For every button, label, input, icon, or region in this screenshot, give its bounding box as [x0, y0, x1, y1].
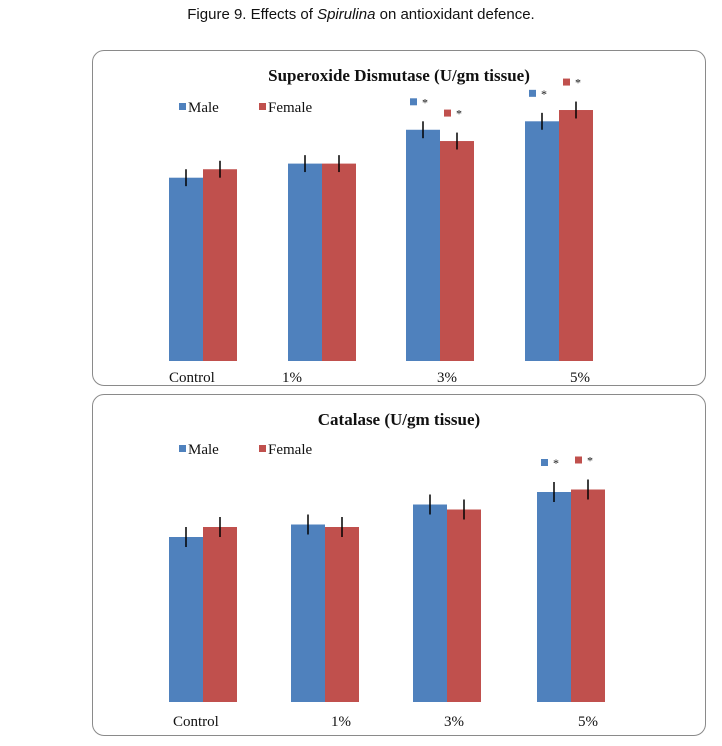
legend-label-male: Male — [188, 100, 219, 116]
legend-swatch-male — [179, 103, 186, 110]
bar-female-2 — [440, 141, 474, 361]
significance-square-female-2 — [444, 109, 451, 117]
category-label-2: 3% — [444, 714, 464, 730]
bar-female-0 — [203, 169, 237, 361]
figure-label: Figure 9. — [187, 6, 247, 23]
significance-asterisk-female-3: * — [575, 76, 581, 90]
category-label-3: 5% — [570, 370, 590, 385]
significance-asterisk-female-3: * — [587, 454, 593, 468]
category-label-0: Control — [173, 714, 219, 730]
legend-label-female: Female — [268, 100, 312, 116]
bar-male-3 — [537, 492, 571, 702]
category-label-3: 5% — [578, 714, 598, 730]
figure-caption: Figure 9. Effects of Spirulina on antiox… — [0, 6, 722, 23]
category-label-2: 3% — [437, 370, 457, 385]
caption-text-before: Effects of — [246, 6, 318, 23]
significance-asterisk-female-2: * — [456, 107, 462, 121]
legend-swatch-male — [179, 445, 186, 452]
chart-title: Superoxide Dismutase (U/gm tissue) — [268, 66, 530, 85]
bar-female-1 — [325, 527, 359, 702]
category-label-1: 1% — [331, 714, 351, 730]
sod-chart: Superoxide Dismutase (U/gm tissue) Male Fe… — [169, 66, 593, 386]
significance-asterisk-male-2: * — [422, 95, 428, 109]
significance-square-female-3 — [575, 456, 582, 464]
catalase-chart: Catalase (U/gm tissue) Male Female * * Contro… — [169, 410, 605, 730]
legend-swatch-female — [259, 445, 266, 452]
bar-female-1 — [322, 163, 356, 361]
bar-male-0 — [169, 177, 203, 361]
caption-text-after: on antioxidant defence. — [375, 6, 535, 23]
significance-square-male-3 — [541, 459, 548, 466]
significance-asterisk-male-3: * — [541, 87, 547, 101]
category-label-0: Control — [169, 370, 215, 385]
bar-female-3 — [571, 489, 605, 702]
caption-italic: Spirulina — [317, 6, 376, 23]
significance-square-male-2 — [410, 98, 417, 106]
bar-male-2 — [413, 504, 447, 702]
chart-title: Catalase (U/gm tissue) — [318, 410, 480, 429]
bar-female-3 — [559, 110, 593, 361]
bar-male-3 — [525, 121, 559, 361]
category-label-1: 1% — [282, 370, 302, 385]
legend-label-male: Male — [188, 442, 219, 458]
significance-asterisk-male-3: * — [553, 456, 559, 470]
catalase-chart-panel: Catalase (U/gm tissue) Male Female * * Contro… — [92, 394, 706, 736]
bar-female-2 — [447, 509, 481, 702]
legend-label-female: Female — [268, 442, 312, 458]
bar-male-1 — [291, 524, 325, 702]
bar-male-2 — [406, 129, 440, 361]
significance-square-male-3 — [529, 89, 536, 97]
bar-male-1 — [288, 163, 322, 361]
significance-square-female-3 — [563, 78, 570, 86]
legend-swatch-female — [259, 103, 266, 110]
bar-female-0 — [203, 527, 237, 702]
bar-male-0 — [169, 537, 203, 702]
sod-chart-panel: Superoxide Dismutase (U/gm tissue) Male Fe… — [92, 50, 706, 386]
